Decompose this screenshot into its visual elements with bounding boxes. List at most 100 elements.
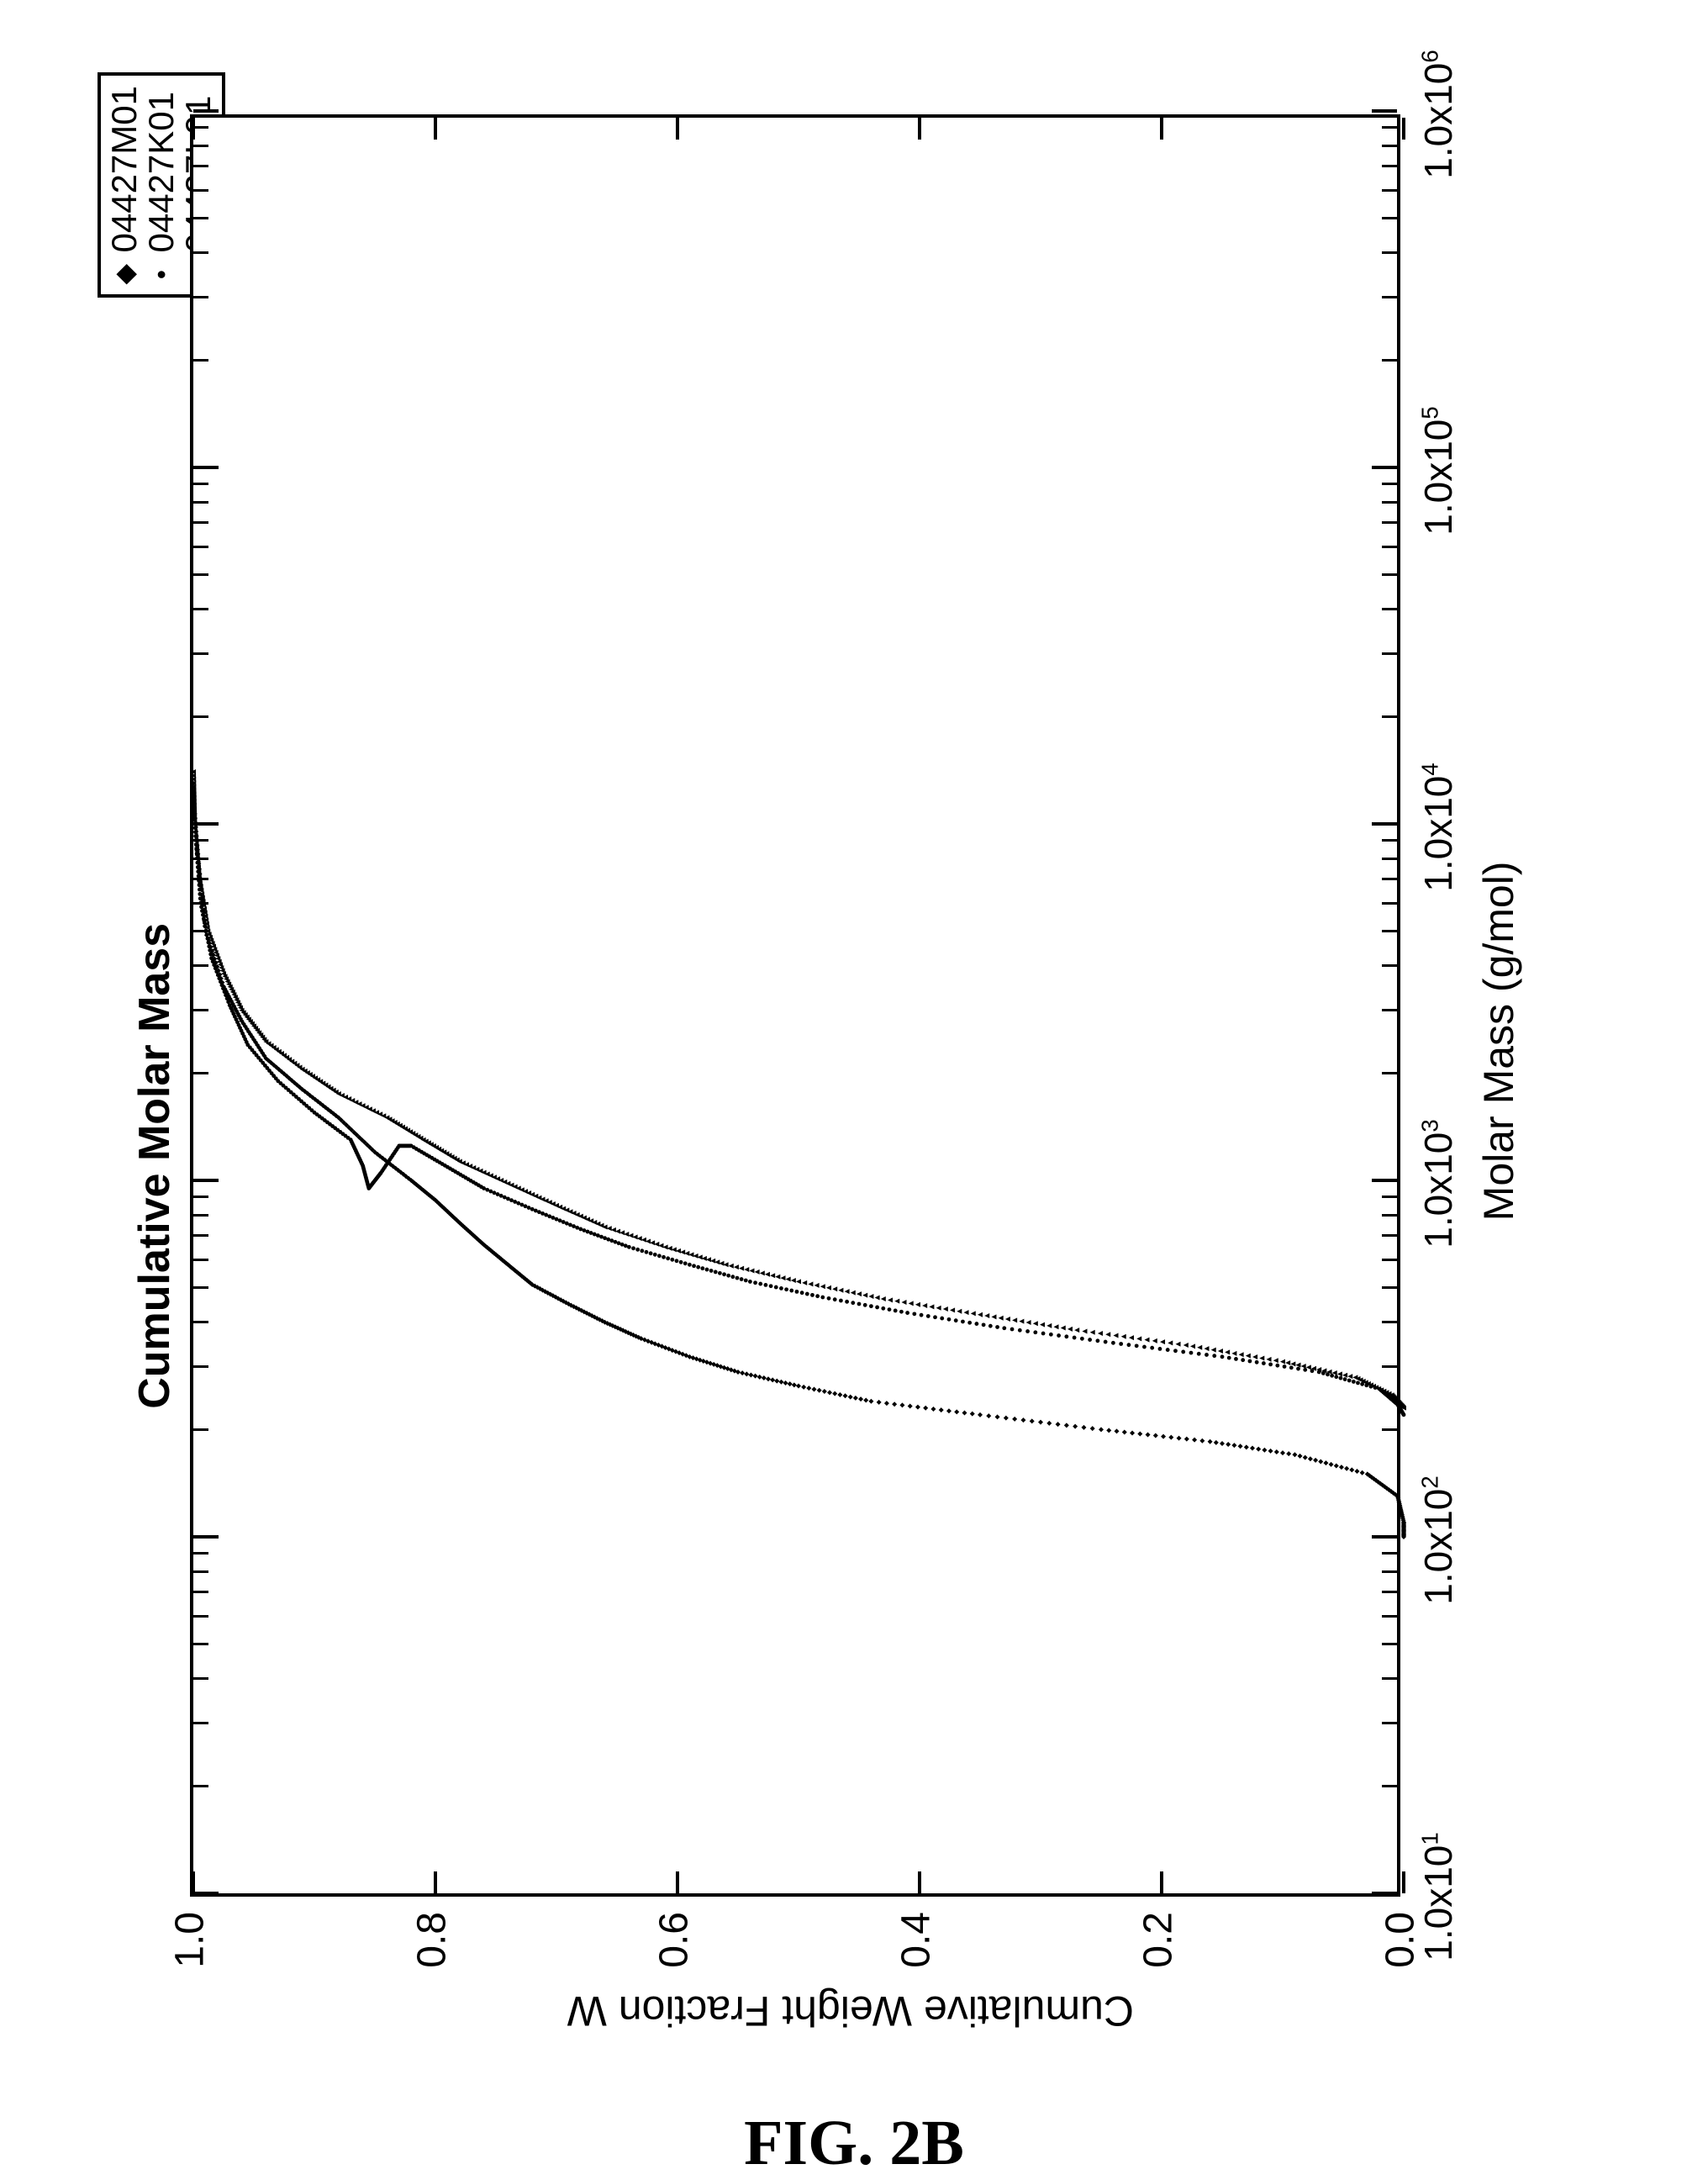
x-tick-label: 1.0x105 [1415, 406, 1461, 535]
x-minor-tick [193, 1614, 208, 1617]
x-minor-tick [193, 1784, 208, 1787]
x-minor-tick [193, 652, 208, 655]
data-series-svg [193, 111, 1404, 1893]
y-tick-label: 0.2 [1136, 1912, 1182, 1987]
x-minor-tick [193, 1009, 208, 1011]
x-minor-tick [193, 1234, 208, 1237]
x-minor-tick [1382, 482, 1397, 484]
x-minor-tick [193, 857, 208, 859]
x-minor-tick [193, 1258, 208, 1260]
plot-area [190, 114, 1400, 1897]
x-tick [1372, 466, 1397, 469]
x-tick [193, 1179, 219, 1182]
x-minor-tick [1382, 1286, 1397, 1289]
x-minor-tick [1382, 1570, 1397, 1572]
x-minor-tick [1382, 217, 1397, 219]
x-minor-tick [193, 1213, 208, 1216]
x-minor-tick [1382, 1591, 1397, 1593]
x-tick [1372, 1892, 1397, 1895]
legend-marker-icon: ◆ [111, 264, 138, 284]
x-minor-tick [1382, 125, 1397, 128]
x-axis-label: Molar Mass (g/mol) [1474, 861, 1523, 1221]
x-minor-tick [1382, 1365, 1397, 1368]
x-minor-tick [193, 188, 208, 191]
x-minor-tick [1382, 1428, 1397, 1430]
x-tick-label: 1.0x102 [1415, 1475, 1461, 1604]
chart-box: ◆04427M01•04427K01▴04427L01 Cumulative M… [98, 72, 1610, 2073]
y-tick [192, 1871, 195, 1893]
x-minor-tick [1382, 608, 1397, 610]
x-minor-tick [193, 901, 208, 904]
x-tick-label: 1.0x101 [1415, 1832, 1461, 1961]
x-minor-tick [193, 1643, 208, 1645]
x-minor-tick [1382, 857, 1397, 859]
y-tick [1160, 1871, 1163, 1893]
x-tick-label: 1.0x106 [1415, 50, 1461, 178]
x-tick [1372, 1535, 1397, 1539]
x-minor-tick [1382, 1009, 1397, 1011]
x-minor-tick [193, 878, 208, 880]
x-minor-tick [1382, 878, 1397, 880]
x-minor-tick [193, 500, 208, 503]
x-minor-tick [193, 608, 208, 610]
x-minor-tick [1382, 1321, 1397, 1323]
figure-caption: FIG. 2B [744, 2107, 964, 2180]
x-minor-tick [193, 1071, 208, 1074]
y-tick [1402, 1871, 1405, 1893]
y-tick [434, 118, 437, 140]
chart-title: Cumulative Molar Mass [129, 922, 180, 1408]
legend-item: •04427K01 [143, 86, 180, 285]
x-minor-tick [1382, 545, 1397, 547]
x-minor-tick [1382, 1643, 1397, 1645]
x-minor-tick [193, 930, 208, 932]
x-minor-tick [1382, 838, 1397, 841]
series-04427K01 [192, 781, 1406, 1417]
x-minor-tick [1382, 1213, 1397, 1216]
x-minor-tick [193, 545, 208, 547]
x-minor-tick [193, 715, 208, 717]
x-minor-tick [193, 358, 208, 361]
y-tick-label: 0.4 [894, 1912, 940, 1987]
legend-label: 04427K01 [143, 91, 180, 252]
y-tick [434, 1871, 437, 1893]
x-minor-tick [193, 573, 208, 576]
x-minor-tick [1382, 1784, 1397, 1787]
x-minor-tick [1382, 358, 1397, 361]
x-minor-tick [1382, 1234, 1397, 1237]
x-minor-tick [1382, 1614, 1397, 1617]
x-minor-tick [193, 1321, 208, 1323]
x-minor-tick [1382, 652, 1397, 655]
x-minor-tick [193, 1722, 208, 1724]
x-minor-tick [1382, 1677, 1397, 1680]
x-minor-tick [193, 482, 208, 484]
x-tick [193, 109, 219, 113]
x-tick-label: 1.0x104 [1415, 763, 1461, 891]
y-axis-label: Cumulative Weight Fraction W [567, 1987, 1134, 2035]
y-tick [918, 118, 921, 140]
x-minor-tick [193, 1677, 208, 1680]
x-tick [193, 822, 219, 826]
x-minor-tick [193, 521, 208, 524]
x-tick [193, 466, 219, 469]
page: ◆04427M01•04427K01▴04427L01 Cumulative M… [0, 0, 1708, 2145]
x-minor-tick [1382, 188, 1397, 191]
series-04427M01 [191, 793, 1406, 1539]
y-tick [676, 1871, 679, 1893]
x-minor-tick [1382, 500, 1397, 503]
y-tick-label: 1.0 [167, 1912, 214, 1987]
x-minor-tick [1382, 573, 1397, 576]
series-04427L01 [191, 769, 1406, 1411]
y-tick [1402, 118, 1405, 140]
legend-item: ◆04427M01 [106, 86, 143, 285]
x-minor-tick [1382, 296, 1397, 298]
x-minor-tick [193, 964, 208, 967]
x-minor-tick [193, 1570, 208, 1572]
x-minor-tick [193, 1551, 208, 1554]
x-minor-tick [193, 838, 208, 841]
x-minor-tick [1382, 930, 1397, 932]
x-tick [1372, 109, 1397, 113]
x-minor-tick [193, 144, 208, 146]
x-tick [193, 1535, 219, 1539]
x-minor-tick [193, 165, 208, 167]
x-minor-tick [1382, 715, 1397, 717]
